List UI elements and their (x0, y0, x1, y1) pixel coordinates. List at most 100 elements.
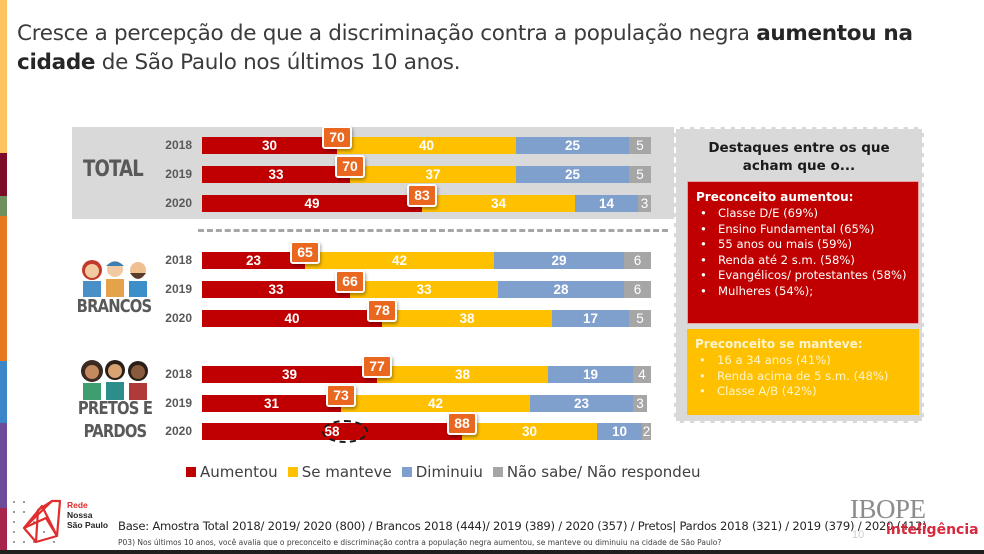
stripe-segment (0, 0, 7, 153)
data-label: 5 (636, 311, 644, 326)
highlight-item: Evangélicos/ protestantes (58%) (696, 268, 910, 284)
chart-legend: Aumentou Se manteve Diminuiu Não sabe/ N… (186, 463, 701, 481)
stripe-segment (0, 508, 7, 554)
segment-diminuiu: 25 (516, 137, 629, 154)
callout-total-label: 70 (322, 126, 352, 149)
stripe-segment (0, 196, 7, 216)
data-label: 6 (633, 282, 642, 297)
callout-total-label: 78 (367, 299, 397, 322)
data-label: 2 (642, 424, 651, 439)
segment-se-manteve: 38 (382, 310, 552, 327)
rede-nossa-sao-paulo-wordmark: Rede Nossa São Paulo (67, 500, 108, 530)
segment-aumentou: 23 (202, 252, 305, 269)
data-label: 25 (564, 167, 581, 182)
segment-se-manteve: 42 (305, 252, 494, 269)
highlight-item: Ensino Fundamental (65%) (696, 222, 910, 238)
stripe-segment (0, 423, 7, 508)
data-label: 19 (582, 367, 599, 382)
legend-label: Aumentou (200, 463, 278, 481)
data-label: 30 (521, 424, 538, 439)
year-label: 2019 (165, 282, 192, 296)
callout-total-label: 83 (407, 184, 437, 207)
people-illustration-brancos-icon (82, 260, 147, 297)
highlights-panel: Destaques entre os que acham que o... Pr… (674, 127, 924, 423)
footer-question-note: P03) Nos últimos 10 anos, você avalia qu… (118, 538, 722, 547)
data-label: 23 (573, 396, 590, 411)
logo-text: São Paulo (67, 520, 109, 530)
segment-aumentou: 49 (202, 195, 422, 212)
year-label: 2018 (165, 367, 192, 381)
data-label: 6 (633, 253, 642, 268)
data-label: 10 (611, 424, 628, 439)
title-text-end: de São Paulo nos últimos 10 anos. (95, 50, 461, 75)
data-label: 25 (564, 138, 581, 153)
bar-row: 33 33 28 6 66 (202, 270, 651, 298)
people-illustration-pretos-pardos-icon (81, 360, 148, 400)
data-label: 33 (268, 167, 284, 182)
ibope-logo: IBOPE (850, 494, 926, 524)
segment-diminuiu: 29 (494, 252, 624, 269)
legend-swatch (287, 467, 298, 477)
group-label-pardos: PARDOS (83, 421, 148, 442)
callout-total-label: 70 (335, 155, 365, 178)
year-label: 2019 (165, 167, 192, 181)
highlight-item: 55 anos ou mais (59%) (696, 237, 910, 253)
ibope-logo-subtitle: inteligência (886, 522, 979, 538)
data-label: 37 (425, 167, 441, 182)
legend-item-aumentou: Aumentou (186, 463, 278, 481)
data-label: 31 (263, 396, 280, 411)
bar-row: 30 40 25 5 70 (202, 126, 651, 154)
legend-item-nao-sabe: Não sabe/ Não respondeu (492, 463, 701, 481)
legend-label: Diminuiu (415, 463, 483, 481)
highlight-item: Classe D/E (69%) (696, 206, 910, 222)
bar-row: 31 42 23 3 73 (202, 384, 651, 412)
stripe-segment (0, 153, 7, 196)
bar-row: 58 30 10 2 88 (202, 412, 651, 443)
rede-nossa-sao-paulo-logo-icon (13, 499, 62, 544)
highlight-item: Mulheres (54%); (696, 284, 910, 300)
year-label: 2020 (165, 424, 192, 438)
highlight-ellipse (322, 420, 368, 443)
segment-diminuiu: 28 (498, 281, 624, 298)
data-label: 3 (640, 196, 649, 211)
logo-text: Rede (67, 500, 88, 510)
data-label: 5 (636, 138, 644, 153)
legend-swatch (492, 467, 503, 477)
panel-title-line: Destaques entre os que (708, 140, 890, 156)
segment-nao-sabe: 6 (624, 252, 651, 269)
segment-se-manteve: 33 (350, 281, 498, 298)
data-label: 4 (638, 367, 646, 382)
highlight-box-manteve: Preconceito se manteve: 16 a 34 anos (41… (687, 329, 919, 415)
segment-diminuiu: 19 (548, 366, 633, 383)
segment-se-manteve: 42 (341, 395, 530, 412)
legend-item-diminuiu: Diminuiu (401, 463, 483, 481)
title-text: Cresce a percepção de que a discriminaçã… (17, 21, 757, 46)
legend-label: Não sabe/ Não respondeu (506, 463, 701, 481)
highlight-item: 16 a 34 anos (41%) (695, 353, 911, 369)
bottom-border (0, 550, 984, 554)
year-label: 2018 (165, 253, 192, 267)
segment-nao-sabe: 5 (629, 166, 651, 183)
segment-aumentou: 39 (202, 366, 377, 383)
bar-row: 39 38 19 4 77 (202, 355, 651, 383)
data-label: 30 (261, 138, 278, 153)
data-label: 42 (391, 253, 408, 268)
slide-title: Cresce a percepção de que a discriminaçã… (17, 19, 977, 77)
data-label: 14 (598, 196, 615, 211)
highlight-box-aumentou: Preconceito aumentou: Classe D/E (69%) E… (687, 181, 919, 324)
year-label: 2020 (165, 311, 192, 325)
panel-title-line: acham que o... (742, 158, 856, 174)
segment-aumentou: 33 (202, 166, 350, 183)
data-label: 5 (636, 167, 644, 182)
group-separator (198, 229, 668, 232)
segment-diminuiu: 14 (575, 195, 638, 212)
segment-se-manteve: 37 (350, 166, 516, 183)
highlight-heading: Preconceito aumentou: (696, 190, 854, 204)
segment-diminuiu: 25 (516, 166, 629, 183)
segment-nao-sabe: 2 (642, 423, 651, 440)
segment-nao-sabe: 5 (629, 137, 651, 154)
page-number: 10 (852, 529, 865, 541)
data-label: 33 (268, 282, 284, 297)
stripe-segment (0, 216, 7, 361)
data-label: 42 (427, 396, 444, 411)
